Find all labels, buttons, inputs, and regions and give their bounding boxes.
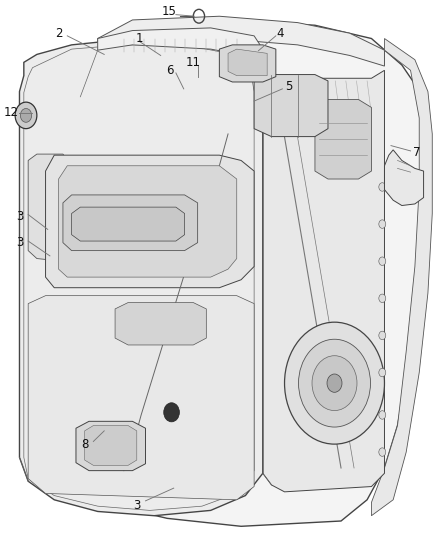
Text: 11: 11 xyxy=(186,56,201,69)
Circle shape xyxy=(379,368,386,377)
Polygon shape xyxy=(219,45,276,82)
Circle shape xyxy=(299,339,371,427)
Polygon shape xyxy=(63,195,198,251)
Text: 8: 8 xyxy=(81,438,88,450)
Circle shape xyxy=(164,403,180,422)
Text: 15: 15 xyxy=(162,5,177,19)
Text: 4: 4 xyxy=(276,27,284,39)
Polygon shape xyxy=(98,28,263,57)
Circle shape xyxy=(379,220,386,228)
Polygon shape xyxy=(85,425,137,465)
Circle shape xyxy=(379,331,386,340)
Text: 3: 3 xyxy=(16,209,23,223)
Polygon shape xyxy=(371,38,432,516)
Polygon shape xyxy=(115,303,206,345)
Circle shape xyxy=(379,411,386,419)
Polygon shape xyxy=(72,207,184,241)
Text: 2: 2 xyxy=(55,27,62,39)
Circle shape xyxy=(20,109,32,122)
Text: 12: 12 xyxy=(4,106,18,119)
Polygon shape xyxy=(228,49,267,76)
Polygon shape xyxy=(315,100,371,179)
Polygon shape xyxy=(80,20,428,526)
Circle shape xyxy=(285,322,385,444)
Circle shape xyxy=(312,356,357,410)
Polygon shape xyxy=(76,421,145,471)
Polygon shape xyxy=(59,166,237,277)
Text: 3: 3 xyxy=(133,498,141,512)
Text: 6: 6 xyxy=(166,64,173,77)
Polygon shape xyxy=(46,155,254,288)
Text: 3: 3 xyxy=(16,236,23,249)
Circle shape xyxy=(379,294,386,303)
Circle shape xyxy=(15,102,37,128)
Polygon shape xyxy=(28,154,67,261)
Circle shape xyxy=(327,374,342,392)
Polygon shape xyxy=(254,75,328,136)
Polygon shape xyxy=(263,65,385,492)
Polygon shape xyxy=(98,16,385,66)
Circle shape xyxy=(379,448,386,456)
Text: 7: 7 xyxy=(413,146,421,159)
Polygon shape xyxy=(28,296,254,500)
Polygon shape xyxy=(19,39,263,516)
Polygon shape xyxy=(385,150,424,206)
Text: 5: 5 xyxy=(285,80,293,93)
Circle shape xyxy=(379,183,386,191)
Circle shape xyxy=(379,257,386,265)
Text: 1: 1 xyxy=(135,32,143,45)
